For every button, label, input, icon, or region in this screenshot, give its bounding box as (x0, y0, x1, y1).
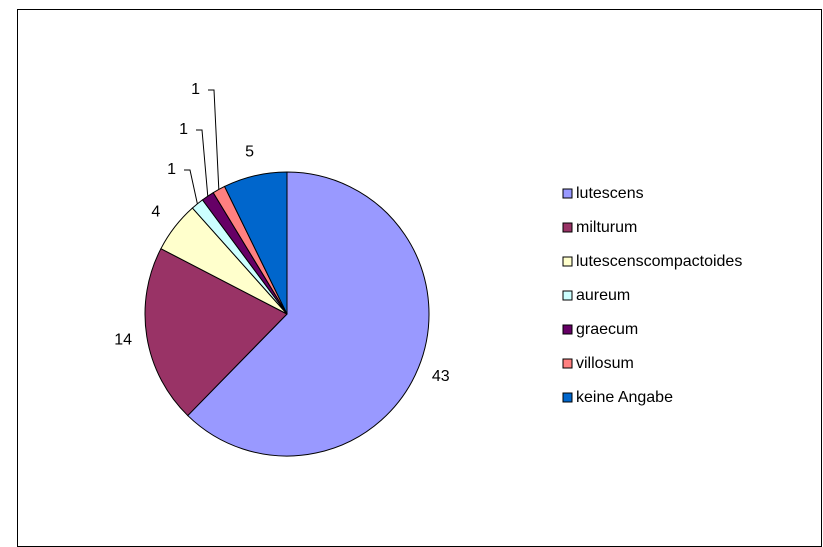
leader-line (208, 89, 220, 190)
pie-slice (223, 171, 288, 315)
legend-swatch (562, 392, 573, 403)
data-label: 14 (114, 332, 132, 349)
pie-slice (144, 247, 288, 417)
leader-line (196, 129, 209, 197)
data-label: 4 (151, 203, 160, 220)
legend-swatch (562, 188, 573, 199)
data-label: 5 (245, 144, 254, 161)
legend-label: villosum (576, 355, 634, 372)
legend-swatch (562, 358, 573, 369)
legend-label: lutescenscompactoides (576, 253, 742, 270)
legend-swatch (562, 324, 573, 335)
data-label: 1 (179, 121, 188, 138)
legend-label: lutescens (576, 185, 644, 202)
legend-swatch (562, 290, 573, 301)
leader-line (184, 169, 198, 204)
legend-label: aureum (576, 287, 630, 304)
legend-swatch (562, 256, 573, 267)
legend-label: milturum (576, 219, 637, 236)
legend-label: keine Angabe (576, 389, 673, 406)
data-label: 43 (432, 368, 450, 385)
pie-slice (187, 171, 430, 457)
legend-swatch (562, 222, 573, 233)
data-label: 1 (167, 161, 176, 178)
data-label: 1 (191, 81, 200, 98)
legend-label: graecum (576, 321, 638, 338)
